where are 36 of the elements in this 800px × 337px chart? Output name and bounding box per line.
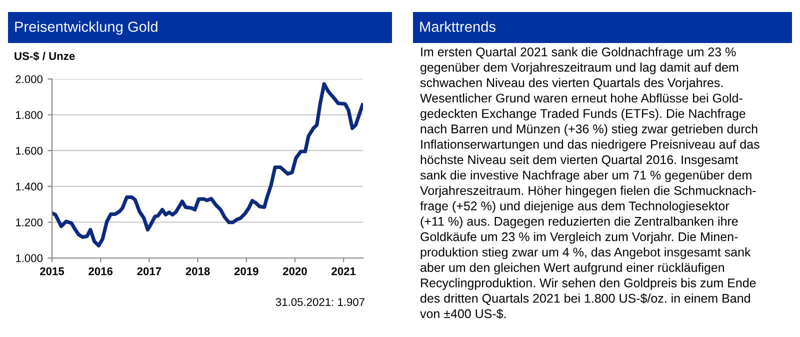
- x-tick-label: 2016: [88, 267, 113, 276]
- x-tick-label: 2020: [282, 267, 307, 276]
- text: höchste Niveau seit dem vierten Quartal 2016. Insgesamt: [420, 154, 738, 167]
- x-tick-label: 2019: [234, 267, 258, 276]
- line-series: [52, 82, 363, 248]
- text: Wesentlicher Grund waren erneut hohe Abflüsse bei Gold-: [420, 93, 742, 103]
- text: nach Barren und Münzen (+36 %) stieg zwar getrieben durch: [420, 124, 758, 136]
- x-tick-label: 2015: [40, 267, 64, 276]
- text: aber um den gleichen Wert aufgrund einer rückläufigen: [420, 262, 724, 274]
- text: (+11 %) aus. Dagegen reduzierten die Zentralbanken ihre: [420, 216, 738, 228]
- y-tick-label: 1.400: [16, 182, 43, 191]
- y-tick-label: 1.800: [16, 111, 43, 119]
- x-tick-label: 2018: [186, 267, 210, 276]
- text: 31.05.2021: 1.907: [276, 298, 364, 306]
- text: Inflationserwartungen und das niedrigere Preisniveau auf das: [421, 140, 760, 152]
- text: gegenüber dem Vorjahreszeitraum und lag damit auf dem: [420, 62, 738, 74]
- chart-title: Preisentwicklung Gold: [15, 21, 158, 35]
- text: frage (+52 %) und diejenige aus dem Technologiesektor: [420, 201, 730, 213]
- text: Markttrends: [420, 21, 496, 32]
- text: Im ersten Quartal 2021 sank die Goldnachfrage um 23 %: [421, 47, 736, 59]
- y-axis-title: US-$ / Unze: [14, 52, 75, 61]
- text: von ±400 US-$.: [420, 308, 506, 319]
- text: sank die investive Nachfrage aber um 71 % gegenüber dem: [420, 170, 752, 182]
- y-tick-label: 1.000: [16, 254, 43, 262]
- text: produktion stieg zwar um 4 %, das Angebot insgesamt sank: [420, 247, 751, 260]
- text: schwachen Niveau des vierten Quartals des Vorjahres.: [420, 78, 722, 90]
- x-tick-label: 2017: [137, 267, 162, 276]
- text: Goldkäufe um 23 % im Vergleich zum Vorjahr. Die Minen-: [420, 232, 738, 244]
- text: Recyclingproduktion. Wir sehen den Goldpreis bis zum Ende: [421, 278, 756, 290]
- y-tick-label: 1.200: [16, 218, 43, 226]
- x-tick-label: 2021: [332, 267, 356, 276]
- y-tick-label: 2.000: [16, 75, 43, 84]
- y-tick-label: 1.600: [16, 146, 43, 155]
- text: gedeckten Exchange Traded Funds (ETFs). Die Nachfrage: [420, 108, 746, 120]
- text: Vorjahreszeitraum. Höher hingegen fielen die Schmucknach-: [420, 186, 756, 198]
- text: des dritten Quartals 2021 bei 1.800 US-$/oz. in einem Band: [420, 293, 750, 305]
